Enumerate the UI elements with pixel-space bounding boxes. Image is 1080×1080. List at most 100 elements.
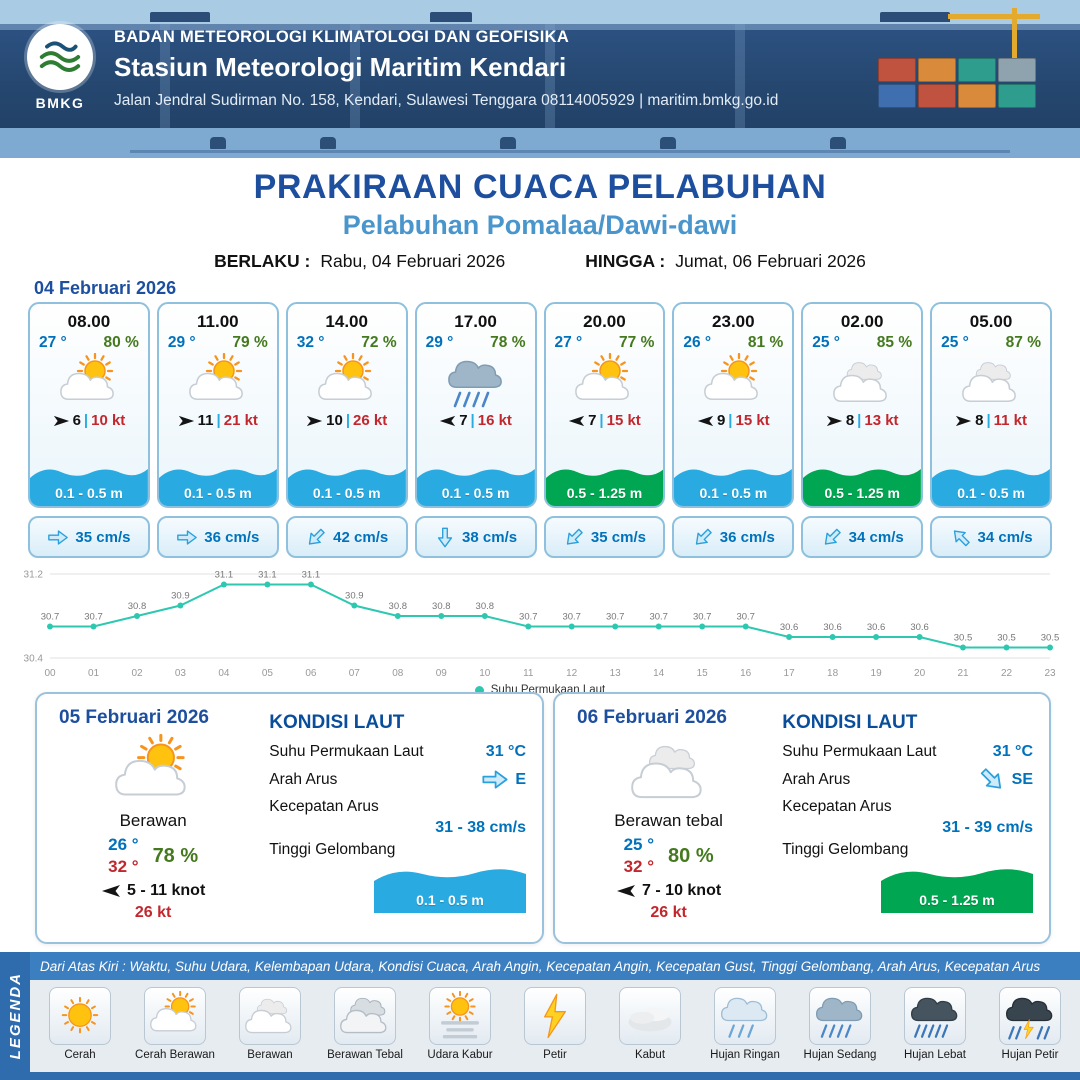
cerah-berawan-icon — [144, 987, 206, 1045]
divider: | — [216, 412, 221, 429]
current-speed: 35 cm/s — [75, 528, 131, 546]
wave-height-band: 0.1 - 0.5 m — [932, 460, 1050, 506]
current-speed: 36 cm/s — [204, 528, 260, 546]
weather-icon — [566, 352, 642, 411]
person-silhouette — [660, 137, 676, 149]
forecast-card-main: 14.00 32 ° 72 % 10 | 26 kt 0.1 - 0.5 m — [285, 302, 408, 508]
forecast-card: 23.00 26 ° 81 % 9 | 15 kt 0.1 - 0.5 m 36 cm… — [672, 302, 795, 558]
svg-text:13: 13 — [610, 668, 622, 679]
wind-direction-icon — [101, 884, 121, 898]
forecast-time: 05.00 — [969, 312, 1013, 331]
wave-height-value: 0.1 - 0.5 m — [957, 485, 1025, 501]
gust-speed: 13 kt — [864, 412, 899, 429]
svg-text:15: 15 — [697, 668, 709, 679]
wind-direction-icon — [306, 415, 323, 427]
svg-text:19: 19 — [871, 668, 883, 679]
wave-height-band: 0.5 - 1.25 m — [545, 460, 664, 506]
svg-text:30.8: 30.8 — [128, 601, 147, 612]
wind-range: 7 - 10 knot — [642, 882, 722, 899]
sst-label: Suhu Permukaan Laut — [269, 743, 424, 760]
berawan-tebal-icon — [334, 987, 396, 1045]
legend-dot-icon — [474, 685, 484, 695]
humidity: 80 % — [103, 334, 139, 351]
current-direction-icon — [176, 529, 198, 546]
forecast-card-main: 08.00 27 ° 80 % 6 | 10 kt 0.1 - 0.5 m — [28, 302, 150, 508]
svg-text:30.4: 30.4 — [24, 654, 44, 665]
wave-height-band: 0.1 - 0.5 m — [30, 460, 148, 506]
hujan-sedang-icon — [809, 987, 871, 1045]
wave-height-graphic: 0.5 - 1.25 m — [881, 861, 1033, 913]
current-direction-label: Arah Arus — [782, 770, 851, 788]
svg-text:04: 04 — [218, 668, 230, 679]
weather-icon — [619, 734, 719, 810]
current-box: 36 cm/s — [156, 516, 279, 558]
container-icon — [998, 58, 1036, 82]
gust-speed: 21 kt — [223, 412, 258, 429]
humidity: 80 % — [668, 844, 714, 867]
kabut-icon — [619, 987, 681, 1045]
wave-height-band: 0.1 - 0.5 m — [158, 460, 277, 506]
svg-text:30.7: 30.7 — [606, 612, 625, 623]
air-temperature: 25 ° — [812, 334, 840, 351]
legend-item: Hujan Ringan — [700, 987, 790, 1062]
gust-speed: 26 kt — [650, 904, 687, 921]
wave-height-value: 0.1 - 0.5 m — [441, 485, 510, 501]
current-box: 34 cm/s — [930, 516, 1052, 558]
svg-text:11: 11 — [523, 668, 534, 679]
legend-item: Hujan Sedang — [795, 987, 885, 1062]
wind-range: 5 - 11 knot — [127, 882, 206, 899]
wind-speed: 9 — [716, 412, 726, 429]
current-direction-value: SE — [1011, 770, 1033, 788]
air-temperature: 25 ° — [941, 334, 969, 351]
valid-from-label: BERLAKU : — [214, 251, 311, 271]
gust-speed: 26 kt — [353, 412, 388, 429]
current-direction-icon — [947, 523, 975, 551]
wave-height-value: 0.5 - 1.25 m — [824, 485, 900, 501]
temp-min: 25 ° — [623, 835, 655, 854]
current-speed: 42 cm/s — [333, 528, 389, 546]
svg-text:30.7: 30.7 — [649, 612, 668, 623]
current-direction-icon — [689, 523, 717, 551]
current-direction-icon — [302, 523, 330, 551]
current-box: 36 cm/s — [672, 516, 795, 558]
forecast-card: 05.00 25 ° 87 % 8 | 11 kt 0.1 - 0.5 m 34 cm… — [930, 302, 1052, 558]
air-temperature: 27 ° — [39, 334, 67, 351]
container-icon — [918, 58, 956, 82]
station-name: Stasiun Meteorologi Maritim Kendari — [114, 52, 567, 82]
forecast-card-main: 17.00 29 ° 78 % 7 | 16 kt 0.1 - 0.5 m — [414, 302, 537, 508]
person-silhouette — [210, 137, 226, 149]
forecast-card: 14.00 32 ° 72 % 10 | 26 kt 0.1 - 0.5 m 42 c… — [285, 302, 408, 558]
air-temperature: 29 ° — [425, 334, 454, 351]
window-mullion — [735, 24, 745, 128]
svg-text:03: 03 — [175, 668, 187, 679]
weather-icon — [953, 353, 1029, 411]
hujan-lebat-icon — [904, 987, 966, 1045]
divider: | — [728, 412, 733, 429]
wave-height-graphic: 0.1 - 0.5 m — [374, 861, 526, 913]
svg-text:12: 12 — [566, 668, 578, 679]
air-temperature: 29 ° — [167, 334, 196, 351]
weather-icon — [824, 353, 900, 411]
wind-speed: 6 — [72, 412, 81, 429]
gust-speed: 11 kt — [993, 412, 1028, 429]
svg-text:31.1: 31.1 — [258, 570, 277, 581]
svg-text:30.8: 30.8 — [389, 601, 408, 612]
wind-speed: 8 — [845, 412, 855, 429]
forecast-time: 23.00 — [712, 312, 755, 331]
current-speed-label: Kecepatan Arus — [269, 798, 379, 815]
svg-text:00: 00 — [44, 668, 56, 679]
svg-text:30.6: 30.6 — [780, 622, 799, 633]
window-mullion — [545, 24, 555, 128]
sst-value: 31 °C — [485, 743, 526, 760]
wind-direction-icon — [826, 415, 843, 427]
bmkg-logo-text: BMKG — [35, 95, 85, 111]
window-beam — [0, 24, 1080, 30]
wind-speed: 7 — [588, 412, 597, 429]
svg-text:30.7: 30.7 — [41, 612, 60, 623]
wave-height-value: 0.1 - 0.5 m — [312, 485, 381, 501]
legend-item: Udara Kabur — [415, 987, 505, 1062]
svg-text:30.6: 30.6 — [867, 622, 886, 633]
wave-height-value: 0.1 - 0.5 m — [183, 485, 252, 501]
daily-date: 05 Februari 2026 — [59, 707, 209, 728]
wind-speed: 10 — [326, 412, 343, 429]
